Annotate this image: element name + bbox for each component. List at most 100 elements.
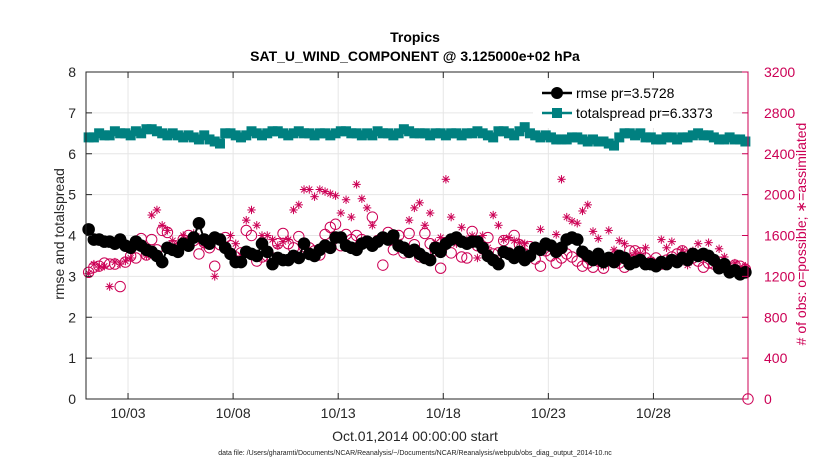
rmse-point <box>82 223 95 236</box>
obs-asterisk-stroke <box>248 206 255 214</box>
totalspread-point <box>461 128 472 139</box>
obs-asterisk-stroke <box>521 240 528 247</box>
obs-assimilated-point <box>693 239 703 248</box>
totalspread-point <box>719 134 730 145</box>
left-tick-label-5: 5 <box>68 187 76 203</box>
obs-asterisk-stroke <box>505 234 513 241</box>
obs-possible-point <box>329 218 342 230</box>
obs-asterisk-stroke <box>116 260 124 268</box>
totalspread-point <box>262 128 273 139</box>
totalspread-point <box>551 134 562 145</box>
obs-assimilated-point <box>441 175 451 184</box>
totalspread-point <box>278 128 289 139</box>
obs-assimilated-point <box>557 175 566 184</box>
totalspread-point <box>598 136 609 147</box>
totalspread-point <box>509 130 520 141</box>
totalspread-point <box>167 128 178 139</box>
obs-assimilated-point <box>105 282 114 291</box>
obs-assimilated-point <box>488 210 498 220</box>
obs-assimilated-point <box>268 235 277 244</box>
totalspread-point <box>104 130 115 141</box>
right-tick-label-4: 1600 <box>764 228 795 244</box>
obs-assimilated-point <box>284 235 293 244</box>
obs-asterisk-stroke <box>605 227 613 234</box>
obs-assimilated-point <box>657 235 666 244</box>
totalspread-point <box>614 132 625 143</box>
obs-asterisk-stroke <box>405 216 413 224</box>
rmse-series <box>82 216 752 281</box>
totalspread-point <box>257 130 268 141</box>
obs-possible-point <box>193 248 205 260</box>
totalspread-point <box>204 134 215 145</box>
obs-asterisk-stroke <box>90 260 98 268</box>
obs-asterisk-stroke <box>579 207 586 215</box>
totalspread-point <box>440 130 451 141</box>
totalspread-point <box>304 128 315 139</box>
totalspread-point <box>115 128 126 139</box>
obs-asterisk-stroke <box>510 237 518 244</box>
totalspread-point <box>446 128 457 139</box>
obs-asterisk-stroke <box>227 232 234 239</box>
obs-asterisk-stroke <box>332 192 339 199</box>
obs-assimilated-point <box>226 231 235 240</box>
obs-asterisk-stroke <box>516 239 523 246</box>
obs-asterisk-stroke <box>458 224 465 231</box>
rmse-point <box>250 249 264 263</box>
rmse-point <box>155 255 169 269</box>
totalspread-point <box>451 128 462 139</box>
obs-assimilated-point <box>415 198 424 207</box>
rmse-point <box>292 251 306 265</box>
totalspread-point <box>125 130 136 141</box>
obs-assimilated-point <box>252 221 261 230</box>
totalspread-point <box>404 126 415 137</box>
totalspread-point <box>325 130 336 141</box>
totalspread-point <box>341 126 352 137</box>
obs-possible-point <box>434 262 447 274</box>
totalspread-point <box>320 128 331 139</box>
x-axis-label: Oct.01,2014 00:00:00 start <box>332 428 498 444</box>
obs-asterisk-stroke <box>715 245 723 253</box>
obs-possible-point <box>377 259 389 271</box>
totalspread-point <box>377 128 388 139</box>
totalspread-point <box>109 126 120 137</box>
rmse-point <box>423 253 437 267</box>
totalspread-point <box>535 132 546 143</box>
obs-assimilated-point <box>273 241 282 250</box>
totalspread-series <box>83 122 751 151</box>
totalspread-point <box>414 128 425 139</box>
obs-assimilated-point <box>473 253 482 263</box>
obs-asterisk-stroke <box>311 193 318 200</box>
obs-asterisk-stroke <box>658 236 665 243</box>
obs-assimilated-point <box>210 272 219 281</box>
obs-asterisk-stroke <box>563 213 571 221</box>
obs-assimilated-point <box>299 185 309 194</box>
totalspread-point <box>209 136 220 147</box>
obs-assimilated-point <box>578 206 587 216</box>
obs-asterisk-stroke <box>694 240 702 247</box>
obs-asterisk-stroke <box>495 221 502 229</box>
obs-assimilated-point <box>567 216 577 226</box>
obs-assimilated-point <box>562 212 571 222</box>
obs-asterisk-stroke <box>411 204 418 212</box>
totalspread-point <box>740 136 751 147</box>
obs-asterisk-stroke <box>148 211 155 219</box>
left-tick-label-4: 4 <box>68 228 76 244</box>
obs-asterisk-stroke <box>631 249 639 257</box>
obs-asterisk-stroke <box>594 235 602 242</box>
totalspread-point <box>640 132 651 143</box>
totalspread-point <box>372 126 383 137</box>
obs-assimilated-point <box>341 195 351 204</box>
obs-assimilated-point <box>583 200 592 210</box>
obs-asterisk-stroke <box>316 186 324 193</box>
obs-asterisk-stroke <box>290 206 297 214</box>
obs-asterisk-stroke <box>437 234 444 241</box>
obs-asterisk-stroke <box>263 232 271 239</box>
obs-asterisk-stroke <box>127 254 134 262</box>
obs-asterisk-stroke <box>158 221 166 229</box>
obs-assimilated-point <box>457 223 466 232</box>
obs-asterisk-stroke <box>111 258 119 266</box>
totalspread-point <box>130 126 141 137</box>
obs-assimilated-point <box>126 253 135 263</box>
obs-asterisk-stroke <box>342 196 350 204</box>
legend: rmse pr=3.5728 totalspread pr=6.3373 <box>533 80 733 128</box>
